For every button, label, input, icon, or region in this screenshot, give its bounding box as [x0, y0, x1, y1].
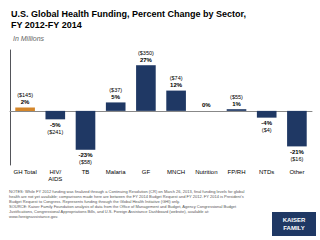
svg-text:-23%: -23%: [78, 152, 93, 158]
svg-text:Other: Other: [289, 169, 304, 175]
svg-text:MNCH: MNCH: [167, 169, 185, 175]
svg-text:($4): ($4): [262, 127, 272, 133]
svg-text:($16): ($16): [290, 156, 303, 162]
svg-text:1%: 1%: [232, 101, 241, 107]
svg-text:-4%: -4%: [261, 120, 272, 126]
svg-text:FY 2012-FY 2014: FY 2012-FY 2014: [11, 20, 82, 30]
svg-text:($58): ($58): [79, 159, 92, 165]
svg-text:0%: 0%: [202, 102, 211, 108]
svg-text:AIDS: AIDS: [48, 176, 62, 182]
svg-text:12%: 12%: [170, 82, 183, 88]
svg-text:In Millions: In Millions: [13, 35, 45, 42]
svg-text:($55): ($55): [230, 94, 243, 100]
svg-text:Nutrition: Nutrition: [195, 169, 217, 175]
svg-text:27%: 27%: [140, 57, 153, 63]
svg-text:($37): ($37): [109, 87, 122, 93]
svg-text:2%: 2%: [21, 99, 30, 105]
svg-text:-21%: -21%: [290, 149, 305, 155]
svg-text:U.S. Global Health Funding, Pe: U.S. Global Health Funding, Percent Chan…: [11, 9, 246, 19]
svg-text:5%: 5%: [111, 94, 120, 100]
svg-text:Budget Request to Congress. Re: Budget Request to Congress. Represents f…: [9, 199, 180, 204]
svg-text:($241): ($241): [47, 129, 63, 135]
svg-text:Justifications, Congressional: Justifications, Congressional Appropriat…: [9, 209, 210, 214]
svg-text:-5%: -5%: [50, 122, 61, 128]
svg-text:NTDs: NTDs: [259, 169, 274, 175]
svg-text:GF: GF: [142, 169, 151, 175]
svg-text:FAMILY: FAMILY: [283, 225, 304, 231]
svg-text:SOURCE: Kaiser Family Foundati: SOURCE: Kaiser Family Foundation analysi…: [9, 204, 237, 209]
svg-text:FP/RH: FP/RH: [228, 169, 246, 175]
svg-text:Malaria: Malaria: [106, 169, 126, 175]
svg-text:HIV/: HIV/: [49, 169, 61, 175]
svg-text:www.foreignassistance.gov.: www.foreignassistance.gov.: [9, 214, 58, 219]
svg-text:TB: TB: [82, 169, 90, 175]
svg-text:($145): ($145): [17, 92, 33, 98]
svg-text:health are not yet available;: health are not yet available; comparison…: [9, 194, 244, 199]
svg-text:KAISER: KAISER: [283, 217, 306, 223]
svg-text:($74): ($74): [170, 75, 183, 81]
svg-text:NOTES: While FY 2012 funding w: NOTES: While FY 2012 funding was finaliz…: [9, 189, 245, 194]
svg-text:($350): ($350): [138, 50, 154, 56]
svg-text:GH Total: GH Total: [13, 169, 36, 175]
